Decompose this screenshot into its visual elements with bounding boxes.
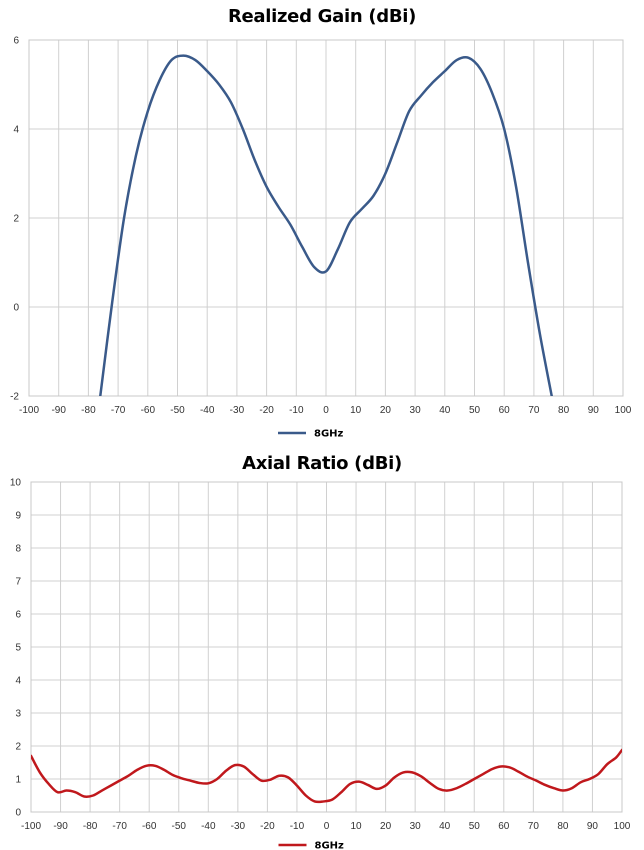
y-tick-labels: -2 0 2 4 6 [10,36,19,403]
x-tick-label: -10 [290,821,305,832]
x-tick-label: -50 [172,821,187,832]
x-tick-labels: -100 -90 -80 -70 -60 -50 -40 -30 -20 -10 0 10 20 30 40… [21,821,631,832]
legend-label: 8GHz [315,841,345,850]
chart-title: Realized Gain (dBi) [227,6,417,27]
x-tick-label: 50 [469,405,481,416]
x-tick-label: 0 [324,821,330,832]
x-tick-label: 10 [350,405,362,416]
x-tick-label: -50 [170,405,185,416]
x-tick-label: 60 [498,821,510,832]
x-tick-label: 0 [323,405,329,416]
realized-gain-plot: -100 -90 -80 -70 -60 -50 -40 -30 -20 -10 0 10 20 30 40… [10,36,632,440]
gridlines [30,481,623,813]
x-tick-labels: -100 -90 -80 -70 -60 -50 -40 -30 -20 -10 0 10 20 30 40… [19,405,632,416]
x-tick-label: -90 [53,821,68,832]
x-tick-label: 30 [410,821,422,832]
series-line-8GHz [31,748,622,804]
x-tick-label: 20 [380,821,392,832]
x-tick-label: -100 [21,821,41,832]
x-tick-label: 40 [439,405,451,416]
y-tick-label: 0 [15,808,21,819]
x-tick-label: 80 [557,821,569,832]
series-line-8GHz [99,54,553,396]
y-tick-label: 0 [13,303,19,314]
x-tick-label: -30 [231,821,246,832]
y-tick-label: 7 [15,577,21,588]
y-tick-label: 4 [15,676,21,687]
plot-border [30,481,623,813]
x-tick-label: -80 [81,405,96,416]
x-tick-label: -30 [230,405,245,416]
x-tick-label: -70 [111,405,126,416]
y-tick-label: 6 [15,610,21,621]
x-tick-label: 80 [558,405,570,416]
plot-border [28,39,624,397]
x-tick-label: 100 [614,821,631,832]
legend: 8GHz [278,841,345,850]
x-tick-label: 30 [410,405,422,416]
y-tick-label: 9 [15,511,21,522]
y-tick-label: 2 [13,214,19,225]
x-tick-label: -20 [260,821,275,832]
x-tick-label: 90 [588,405,600,416]
y-tick-label: 6 [13,36,19,47]
x-tick-label: 50 [469,821,481,832]
y-tick-label: 1 [15,775,21,786]
y-tick-label: -2 [10,392,19,403]
y-tick-label: 10 [10,478,22,489]
x-tick-label: 90 [587,821,599,832]
x-tick-label: 40 [439,821,451,832]
x-tick-label: 70 [528,405,540,416]
y-tick-label: 5 [15,643,21,654]
chart-title: Axial Ratio (dBi) [242,453,402,474]
x-tick-label: 100 [615,405,632,416]
y-tick-labels: 0 1 2 3 4 5 6 7 8 9 10 [10,478,22,819]
x-tick-label: 70 [528,821,540,832]
x-tick-label: -40 [201,821,216,832]
x-tick-label: -60 [142,821,157,832]
legend-label: 8GHz [314,429,344,440]
x-tick-label: -10 [289,405,304,416]
y-tick-label: 2 [15,742,21,753]
x-tick-label: 60 [499,405,511,416]
x-tick-label: -20 [259,405,274,416]
y-tick-label: 8 [15,544,21,555]
y-tick-label: 3 [15,709,21,720]
x-tick-label: -90 [51,405,66,416]
legend: 8GHz [278,429,344,440]
x-tick-label: -40 [200,405,215,416]
x-tick-label: -60 [141,405,156,416]
x-tick-label: -80 [83,821,98,832]
x-tick-label: 10 [350,821,362,832]
y-tick-label: 4 [13,125,19,136]
x-tick-label: -70 [112,821,127,832]
x-tick-label: 20 [380,405,392,416]
x-tick-label: -100 [19,405,39,416]
